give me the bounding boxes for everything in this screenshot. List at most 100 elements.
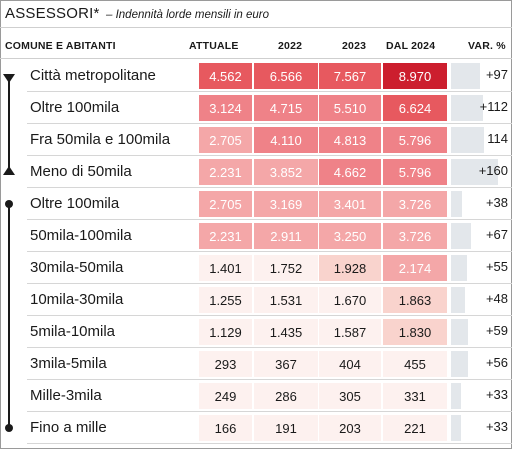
cell-2023: 1.670 [319, 287, 381, 313]
header-attuale: ATTUALE [189, 40, 239, 52]
cell-dal2024: 5.796 [383, 159, 447, 185]
row-divider [27, 379, 512, 380]
cell-dal2024: 331 [383, 383, 447, 409]
cell-2022: 4.715 [254, 95, 318, 121]
row-label: 50mila-100mila [30, 227, 132, 244]
header-dal-2024: DAL 2024 [386, 40, 436, 52]
table-row: 5mila-10mila 1.129 1.435 1.587 1.830 +59 [0, 316, 512, 348]
table-row: Oltre 100mila 3.124 4.715 5.510 6.624 +112 [0, 92, 512, 124]
table-row: Fino a mille 166 191 203 221 +33 [0, 412, 512, 444]
var-bar [451, 319, 468, 345]
var-bar [451, 127, 484, 153]
row-label: Città metropolitane [30, 67, 156, 84]
table-row: Città metropolitane 4.562 6.566 7.567 8.970 +… [0, 60, 512, 92]
row-label: Fino a mille [30, 419, 107, 436]
cell-attuale: 166 [199, 415, 252, 441]
cell-2023: 5.510 [319, 95, 381, 121]
row-label: Oltre 100mila [30, 99, 120, 116]
row-divider [27, 283, 512, 284]
cell-2023: 3.401 [319, 191, 381, 217]
var-value: +160 [478, 163, 508, 178]
var-value: +112 [479, 99, 508, 114]
table-row: Oltre 100mila 2.705 3.169 3.401 3.726 +38 [0, 188, 512, 220]
row-divider [27, 219, 512, 220]
var-value: +33 [485, 387, 508, 402]
cell-2023: 1.587 [319, 319, 381, 345]
header-2022: 2022 [278, 40, 303, 52]
cell-2023: 7.567 [319, 63, 381, 89]
row-label: 10mila-30mila [30, 291, 124, 308]
cell-dal2024: 455 [383, 351, 447, 377]
row-divider [27, 91, 512, 92]
row-label: Meno di 50mila [30, 163, 132, 180]
table-row: 3mila-5mila 293 367 404 455 +56 [0, 348, 512, 380]
var-bar [451, 159, 498, 185]
group-bracket-line [8, 204, 10, 428]
table-title-block: ASSESSORI* – Indennità lorde mensili in … [5, 5, 269, 23]
group-bracket-line [8, 80, 10, 168]
header-2023: 2023 [342, 40, 367, 52]
row-label: 5mila-10mila [30, 323, 116, 340]
cell-attuale: 2.705 [199, 191, 252, 217]
cell-attuale: 1.255 [199, 287, 252, 313]
cell-dal2024: 5.796 [383, 127, 447, 153]
cell-2023: 3.250 [319, 223, 381, 249]
row-label: 30mila-50mila [30, 259, 124, 276]
row-divider [27, 347, 512, 348]
cell-2022: 1.752 [254, 255, 318, 281]
var-bar [451, 191, 462, 217]
cell-2022: 191 [254, 415, 318, 441]
cell-2022: 1.435 [254, 319, 318, 345]
header-comune: COMUNE E ABITANTI [5, 40, 116, 52]
table-row: 50mila-100mila 2.231 2.911 3.250 3.726 +67 [0, 220, 512, 252]
group-bottom-dot-icon [5, 424, 13, 432]
cell-2023: 4.662 [319, 159, 381, 185]
row-divider [27, 315, 512, 316]
cell-dal2024: 3.726 [383, 191, 447, 217]
row-divider [27, 251, 512, 252]
var-value: +33 [485, 419, 508, 434]
var-value: +56 [485, 355, 508, 370]
cell-2022: 4.110 [254, 127, 318, 153]
var-bar [451, 383, 461, 409]
cell-2023: 4.813 [319, 127, 381, 153]
row-divider [27, 155, 512, 156]
var-value: 114 [487, 131, 508, 146]
cell-2023: 305 [319, 383, 381, 409]
var-value: +67 [485, 227, 508, 242]
var-value: +59 [485, 323, 508, 338]
cell-dal2024: 6.624 [383, 95, 447, 121]
group-bottom-triangle-icon [3, 166, 15, 175]
cell-2022: 367 [254, 351, 318, 377]
header-divider [0, 58, 512, 59]
cell-2022: 3.169 [254, 191, 318, 217]
var-bar [451, 63, 480, 89]
var-bar [451, 287, 465, 313]
var-value: +48 [485, 291, 508, 306]
row-divider [27, 443, 512, 444]
cell-2023: 1.928 [319, 255, 381, 281]
cell-attuale: 4.562 [199, 63, 252, 89]
table-row: Meno di 50mila 2.231 3.852 4.662 5.796 +160 [0, 156, 512, 188]
var-bar [451, 351, 468, 377]
cell-dal2024: 8.970 [383, 63, 447, 89]
row-divider [27, 411, 512, 412]
table-row: Fra 50mila e 100mila 2.705 4.110 4.813 5.796… [0, 124, 512, 156]
cell-attuale: 2.231 [199, 159, 252, 185]
var-bar [451, 95, 483, 121]
cell-2022: 1.531 [254, 287, 318, 313]
row-divider [27, 123, 512, 124]
cell-2022: 6.566 [254, 63, 318, 89]
cell-2022: 3.852 [254, 159, 318, 185]
var-bar [451, 255, 467, 281]
table-row: Mille-3mila 249 286 305 331 +33 [0, 380, 512, 412]
cell-attuale: 3.124 [199, 95, 252, 121]
cell-2023: 404 [319, 351, 381, 377]
var-value: +38 [485, 195, 508, 210]
row-divider [27, 187, 512, 188]
table-row: 30mila-50mila 1.401 1.752 1.928 2.174 +55 [0, 252, 512, 284]
cell-dal2024: 2.174 [383, 255, 447, 281]
row-label: Oltre 100mila [30, 195, 120, 212]
var-value: +97 [485, 67, 508, 82]
cell-dal2024: 1.830 [383, 319, 447, 345]
